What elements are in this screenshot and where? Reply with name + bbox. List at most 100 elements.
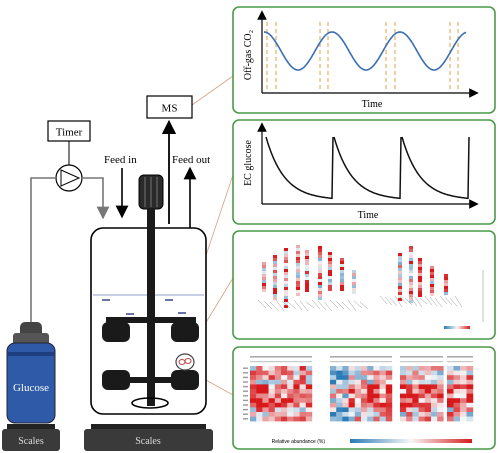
heatmap-cell (386, 389, 392, 394)
heatmap-cell (349, 389, 355, 394)
3d-bar-cell (352, 276, 356, 279)
heatmap-cell (367, 366, 373, 371)
3d-bar-cell (340, 282, 344, 285)
heatmap-row-label-mark (243, 381, 248, 382)
panel-3d-heatmap (233, 231, 495, 339)
3d-bar-cell (318, 288, 322, 291)
heatmap-cell (306, 371, 312, 376)
heatmap-cell (380, 371, 386, 376)
heatmap-cell (281, 384, 287, 389)
3d-bar-cell (352, 282, 356, 285)
heatmap-cell (425, 398, 431, 403)
heatmap-cell (460, 380, 467, 385)
heatmap-cell (412, 380, 418, 385)
heatmap-cell (386, 366, 392, 371)
3d-bar-cell (305, 289, 309, 292)
3d-bar-cell (352, 273, 356, 276)
3d-bar-cell (284, 251, 288, 254)
heatmap-cell (275, 394, 281, 399)
heatmap-cell (367, 389, 373, 394)
pump (56, 165, 82, 191)
panel-3d-border (233, 231, 495, 339)
3d-bar-cell (328, 279, 332, 282)
heatmap-cell (406, 417, 412, 422)
heatmap-row-label-mark (243, 368, 248, 369)
3d-bar-cell (409, 267, 413, 270)
heatmap-cell (355, 412, 361, 417)
heatmap-cell (269, 417, 275, 422)
3d-bar-cell (340, 276, 344, 279)
heatmap-cell (425, 366, 431, 371)
heatmap-cell (293, 366, 299, 371)
heatmap-cell (281, 403, 287, 408)
heatmap-cell (431, 389, 437, 394)
heatmap-cell (262, 417, 268, 422)
heatmap-group-header-mark (250, 356, 312, 358)
heatmap-cell (437, 371, 443, 376)
heatmap-cell (349, 375, 355, 380)
3d-bar-cell (444, 292, 448, 295)
heatmap-cell (275, 389, 281, 394)
3d-bar-cell (296, 284, 300, 287)
heatmap-cell (454, 403, 461, 408)
heatmap-cell (380, 403, 386, 408)
heatmap-cell (281, 380, 287, 385)
3d-bar-cell (296, 281, 300, 284)
microbe-icon (176, 354, 194, 370)
3d-bar-cell (398, 277, 402, 280)
heatmap-cell (412, 366, 418, 371)
3d-bar-cell (273, 291, 277, 294)
reactor-scales: Scales (84, 424, 213, 451)
heatmap-cell (419, 394, 425, 399)
heatmap-cell (287, 412, 293, 417)
3d-bar-cell (328, 288, 332, 291)
heatmap-cell (406, 375, 412, 380)
3d-bar-cell (305, 265, 309, 268)
3d-bar-cell (409, 285, 413, 288)
heatmap-cell (293, 412, 299, 417)
3d-bar-cell (284, 257, 288, 260)
heatmap-cell (306, 384, 312, 389)
3d-bar-cell (444, 286, 448, 289)
heatmap-cell (431, 412, 437, 417)
3d-bar-cell (340, 267, 344, 270)
heatmap-cell (275, 398, 281, 403)
heatmap-cell (425, 403, 431, 408)
heatmap-cell (330, 403, 336, 408)
heatmap-cell (336, 366, 342, 371)
heatmap-cell (412, 371, 418, 376)
heatmap-row-label-mark (243, 391, 248, 392)
3d-bar-cell (273, 261, 277, 264)
3d-bar-cell (305, 280, 309, 283)
upper-impeller-blade-right (171, 322, 199, 342)
3d-bar-cell (296, 260, 300, 263)
heatmap-cell (437, 412, 443, 417)
heatmap-cell (406, 407, 412, 412)
heatmap-cell (467, 375, 474, 380)
heatmap-cell (349, 412, 355, 417)
heatmap-cell (373, 380, 379, 385)
3d-bar-cell (284, 296, 288, 299)
3d-bar-cell (284, 266, 288, 269)
heatmap-cell (330, 389, 336, 394)
heatmap-cell (467, 412, 474, 417)
3d-bar-cell (409, 258, 413, 261)
heatmap-row-label-mark (243, 400, 248, 401)
heatmap-cell (355, 375, 361, 380)
heatmap-cell (342, 366, 348, 371)
heatmap-cell (460, 366, 467, 371)
heatmap-cell (281, 398, 287, 403)
heatmap-cell (361, 403, 367, 408)
heatmap-cell (306, 403, 312, 408)
lower-impeller-blade-right (171, 370, 199, 390)
heatmap-cell (419, 407, 425, 412)
3d-bar-cell (418, 261, 422, 264)
heatmap-cell (400, 398, 406, 403)
3d-bar-cell (409, 291, 413, 294)
heatmap-column-header-mark (330, 361, 392, 362)
heatmap-cell (355, 371, 361, 376)
heatmap-cell (367, 403, 373, 408)
tube-glucose-pump (31, 178, 56, 330)
heatmap-cell (367, 417, 373, 422)
heatmap-cell (300, 394, 306, 399)
